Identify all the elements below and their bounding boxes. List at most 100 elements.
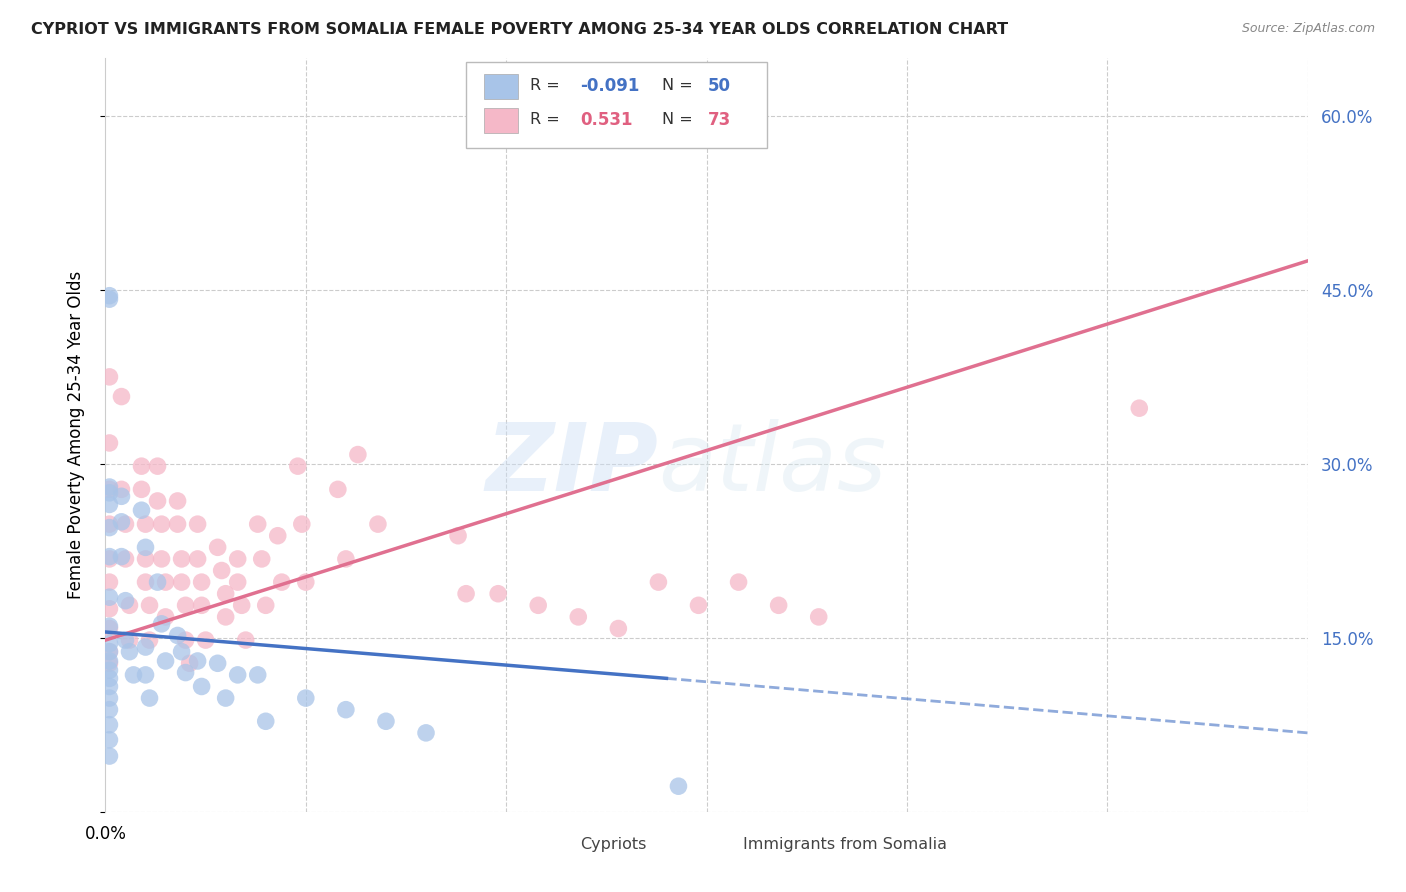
Point xyxy=(118,599,141,613)
Point xyxy=(194,633,217,648)
Point xyxy=(122,668,145,682)
Point xyxy=(114,517,136,532)
Point xyxy=(118,645,141,659)
Point xyxy=(295,575,318,590)
Point xyxy=(335,703,357,717)
Point xyxy=(114,552,136,566)
Point xyxy=(374,714,398,729)
Text: R =: R = xyxy=(530,78,565,94)
Point xyxy=(447,529,470,543)
Point xyxy=(110,549,132,564)
Point xyxy=(98,717,121,731)
Point xyxy=(135,517,157,532)
Point xyxy=(190,575,212,590)
Point xyxy=(155,575,177,590)
Point xyxy=(135,668,157,682)
Bar xyxy=(484,108,517,134)
FancyBboxPatch shape xyxy=(465,62,766,148)
Point xyxy=(98,480,121,494)
Point xyxy=(254,714,277,729)
Point xyxy=(291,517,314,532)
Point xyxy=(226,552,249,566)
Point xyxy=(226,668,249,682)
Point xyxy=(347,448,370,462)
Point xyxy=(295,691,318,706)
Point xyxy=(246,517,269,532)
Point xyxy=(98,703,121,717)
Point xyxy=(187,517,209,532)
Point xyxy=(174,633,197,648)
Point xyxy=(98,485,121,500)
Text: 73: 73 xyxy=(707,111,731,128)
Point xyxy=(98,483,121,497)
Point xyxy=(454,587,477,601)
Point xyxy=(668,779,690,793)
Point xyxy=(98,732,121,747)
Point xyxy=(98,289,121,303)
Point xyxy=(110,515,132,529)
Point xyxy=(187,552,209,566)
Point xyxy=(98,369,121,384)
Point xyxy=(231,599,253,613)
Point xyxy=(727,575,749,590)
Text: -0.091: -0.091 xyxy=(581,77,640,95)
Point xyxy=(150,517,173,532)
Point xyxy=(98,680,121,694)
Point xyxy=(114,593,136,607)
Point xyxy=(768,599,790,613)
Point xyxy=(214,587,236,601)
Bar xyxy=(484,74,517,99)
Point xyxy=(98,654,121,668)
Point xyxy=(250,552,273,566)
Text: Cypriots: Cypriots xyxy=(581,837,647,852)
Point xyxy=(98,602,121,616)
Point xyxy=(688,599,710,613)
Point xyxy=(267,529,290,543)
Text: R =: R = xyxy=(530,112,565,128)
Bar xyxy=(700,834,734,853)
Point xyxy=(214,610,236,624)
Point xyxy=(135,552,157,566)
Text: Source: ZipAtlas.com: Source: ZipAtlas.com xyxy=(1241,22,1375,36)
Point xyxy=(166,628,188,642)
Point xyxy=(174,599,197,613)
Point xyxy=(98,637,121,651)
Point xyxy=(211,564,233,578)
Point xyxy=(135,640,157,654)
Point xyxy=(567,610,589,624)
Point xyxy=(98,645,121,659)
Point xyxy=(155,610,177,624)
Point xyxy=(98,292,121,306)
Point xyxy=(131,459,153,474)
Text: 0.0%: 0.0% xyxy=(84,825,127,843)
Point xyxy=(98,517,121,532)
Point xyxy=(98,622,121,636)
Point xyxy=(367,517,389,532)
Point xyxy=(146,575,169,590)
Point xyxy=(647,575,669,590)
Point xyxy=(98,657,121,671)
Point xyxy=(166,494,188,508)
Point xyxy=(138,633,160,648)
Point xyxy=(207,541,229,555)
Point xyxy=(98,498,121,512)
Point xyxy=(190,680,212,694)
Point xyxy=(138,691,160,706)
Point xyxy=(335,552,357,566)
Point xyxy=(187,654,209,668)
Point xyxy=(98,575,121,590)
Point xyxy=(146,459,169,474)
Point xyxy=(1128,401,1150,416)
Point xyxy=(174,665,197,680)
Point xyxy=(326,483,349,497)
Point xyxy=(98,549,121,564)
Text: N =: N = xyxy=(662,78,697,94)
Point xyxy=(235,633,257,648)
Point xyxy=(98,749,121,764)
Text: ZIP: ZIP xyxy=(485,419,658,511)
Point xyxy=(98,552,121,566)
Point xyxy=(110,489,132,503)
Point xyxy=(287,459,309,474)
Point xyxy=(98,619,121,633)
Point xyxy=(98,691,121,706)
